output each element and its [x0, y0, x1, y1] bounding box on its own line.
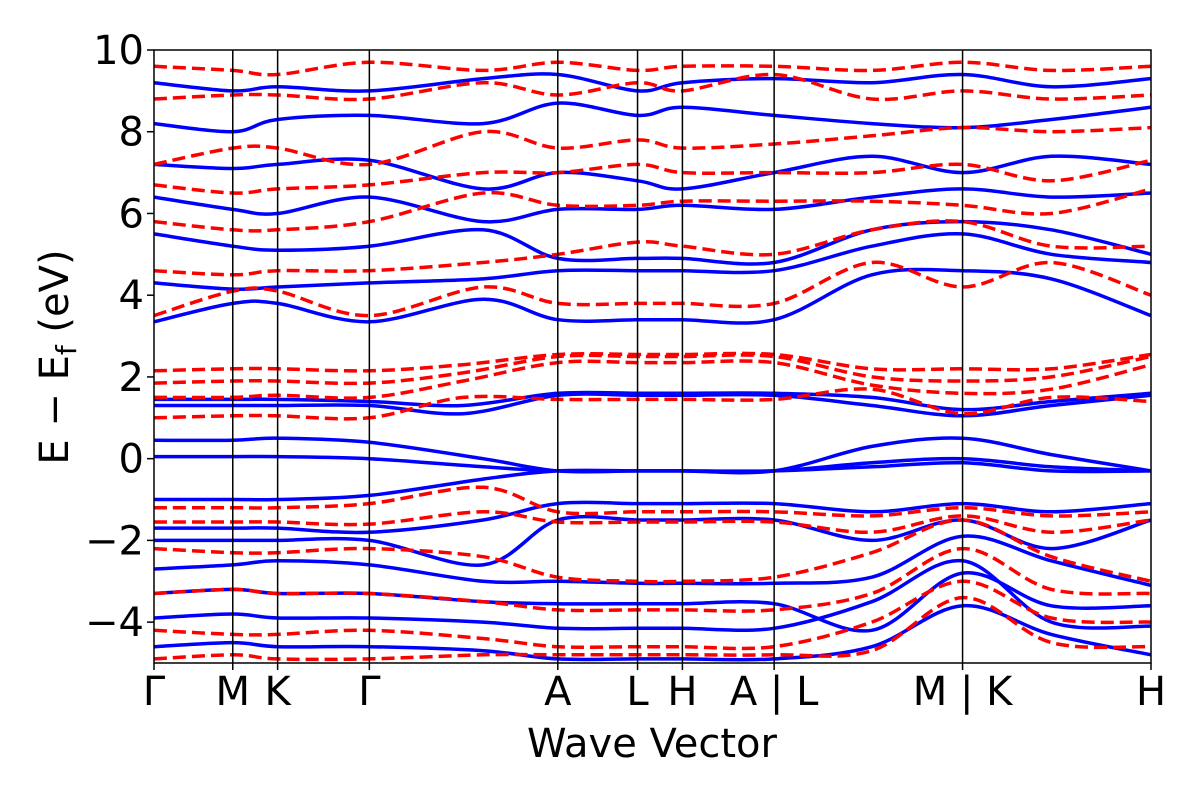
solid-band-line — [154, 500, 1151, 535]
high-symmetry-lines — [232, 50, 964, 663]
x-tick-label: A — [544, 669, 572, 715]
x-tick-label: Γ — [143, 669, 166, 715]
y-tick-label: 2 — [119, 355, 144, 401]
y-tick-label: −4 — [85, 600, 144, 646]
y-axis-ticks: −4 −2 0 2 4 6 8 10 — [85, 28, 154, 646]
dashed-band-line — [154, 359, 1151, 400]
solid-band-line — [154, 534, 1151, 588]
solid-band-line — [154, 436, 1151, 475]
x-tick-label: K — [265, 669, 293, 715]
dashed-band-line — [154, 187, 1151, 233]
x-tick-label: Γ — [358, 669, 381, 715]
dashed-band-line — [154, 158, 1151, 195]
dashed-band-line — [154, 353, 1151, 386]
dashed-band-line — [154, 260, 1151, 318]
y-tick-label: 8 — [119, 110, 144, 156]
y-tick-label: 6 — [119, 191, 144, 237]
y-tick-label: 10 — [93, 28, 144, 74]
y-axis-title-subscript: f — [50, 344, 83, 355]
y-axis-title-main: E − E — [32, 355, 78, 465]
y-axis-title: E − Ef (eV) — [32, 249, 83, 464]
dashed-band-line — [154, 595, 1151, 662]
dashed-band-line — [154, 579, 1151, 651]
dashed-band-line — [154, 387, 1151, 421]
dashed-band-line — [154, 219, 1151, 277]
solid-band-line — [154, 558, 1151, 632]
x-tick-label: M | K — [913, 669, 1014, 715]
solid-band-line — [154, 604, 1151, 662]
dashed-band-line — [154, 351, 1151, 373]
solid-band-line — [154, 231, 1151, 292]
solid-band-line — [154, 390, 1151, 412]
y-axis-title-unit: (eV) — [32, 249, 78, 345]
solid-band-line — [154, 514, 1151, 567]
dashed-band-line — [154, 518, 1151, 584]
x-tick-label: H — [667, 669, 697, 715]
y-tick-label: 0 — [119, 437, 144, 483]
dashed-band-line — [154, 510, 1151, 534]
x-tick-label: M — [216, 669, 251, 715]
dashed-band-line — [154, 546, 1151, 613]
y-tick-label: −2 — [85, 518, 144, 564]
x-tick-label: L — [626, 669, 649, 715]
x-axis-title: Wave Vector — [527, 721, 778, 767]
x-tick-label: H — [1136, 669, 1166, 715]
plot-frame — [153, 49, 1152, 664]
y-tick-label: 4 — [119, 273, 144, 319]
solid-band-line — [154, 392, 1151, 418]
x-tick-label: A | L — [730, 669, 819, 715]
